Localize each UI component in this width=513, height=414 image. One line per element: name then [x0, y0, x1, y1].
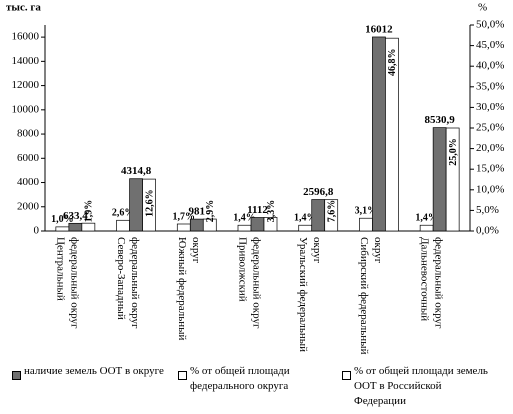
y-tick-label: 4000 [17, 176, 40, 188]
y2-tick-label: 25,0% [476, 122, 504, 134]
y2-tick-label: 50,0% [476, 19, 504, 31]
legend-swatch [342, 371, 351, 380]
y-tick-label: 12000 [12, 79, 40, 91]
y-tick-label: 14000 [12, 55, 40, 67]
bar [142, 178, 156, 232]
x-tick-label: Сибирский федеральный округ [357, 237, 384, 355]
value-label: 981 [189, 206, 206, 218]
bar [237, 224, 252, 232]
value-label: 3,3% [266, 200, 277, 223]
value-label: 1,0% [51, 214, 74, 225]
x-tick-label: Уральский федеральный округ [297, 237, 324, 353]
y-axis-title: тыс. га [6, 2, 41, 14]
y2-tick-label: 40,0% [476, 60, 504, 72]
y-tick-label: 10000 [12, 103, 40, 115]
x-tick-label: Южный федеральный округ [175, 237, 202, 341]
y2-tick-label: 35,0% [476, 80, 504, 92]
bar [189, 218, 204, 232]
y2-axis-title: % [478, 2, 487, 14]
value-label: 1112 [247, 204, 268, 216]
y2-tick-label: 15,0% [476, 163, 504, 175]
bar [324, 199, 339, 232]
value-label: 2,6% [112, 208, 135, 219]
y-tick-label: 8000 [17, 128, 40, 140]
y2-tick-label: 0,0% [476, 225, 499, 237]
value-label: 1,4% [415, 213, 438, 224]
bar [359, 217, 373, 232]
bar [250, 217, 265, 232]
value-label: 1,4% [294, 213, 317, 224]
bar [81, 222, 96, 232]
legend-label: наличие земель ООТ в округе [24, 365, 164, 377]
value-label: 12,6% [144, 189, 155, 217]
value-label: 8530,9 [425, 114, 456, 126]
y-tick-label: 0 [34, 225, 40, 237]
value-label: 25,0% [448, 138, 459, 166]
bar [176, 223, 191, 232]
y-tick-label: 2000 [17, 200, 40, 212]
value-label: 1,7% [173, 211, 196, 222]
y2-tick-label: 30,0% [476, 101, 504, 113]
legend-swatch [12, 371, 21, 380]
legend-label: % от общей площади федерального округа [190, 365, 290, 392]
bar [298, 224, 313, 232]
legend-label: % от общей площади земель ООТ в Российск… [354, 365, 488, 407]
y2-tick-label: 20,0% [476, 142, 504, 154]
value-label: 633,4 [63, 210, 88, 222]
value-label: 2596,8 [303, 186, 334, 198]
bar [116, 219, 130, 232]
bar [419, 224, 434, 232]
bar [263, 217, 278, 232]
y-tick-label: 6000 [17, 152, 40, 164]
bar [202, 218, 217, 232]
bar [432, 127, 447, 232]
bar [385, 37, 399, 232]
bar [372, 36, 386, 232]
x-tick-label: Центральный федеральный округ [54, 237, 81, 329]
y2-tick-label: 10,0% [476, 183, 504, 195]
value-label: 1,4% [233, 213, 256, 224]
value-label: 4314,8 [121, 165, 152, 177]
bar [68, 222, 83, 232]
value-label: 1,9% [84, 200, 95, 223]
legend-swatch [178, 371, 187, 380]
y-tick-label: 16000 [12, 31, 40, 43]
bar [445, 127, 460, 232]
value-label: 16012 [365, 24, 393, 36]
y2-tick-label: 45,0% [476, 39, 504, 51]
y2-tick-label: 5,0% [476, 204, 499, 216]
value-label: 7,6% [327, 200, 338, 223]
x-tick-label: Дальневосточный федеральный округ [418, 237, 445, 329]
x-tick-label: Приволжский федеральный округ [236, 237, 263, 329]
value-label: 3,1% [355, 206, 378, 217]
value-label: 2,9% [205, 200, 216, 223]
bar [311, 199, 326, 232]
value-label: 46,8% [387, 48, 398, 76]
bar [55, 226, 70, 232]
x-tick-label: Северо-Западный федеральный округ [115, 237, 142, 329]
bar [129, 178, 143, 232]
